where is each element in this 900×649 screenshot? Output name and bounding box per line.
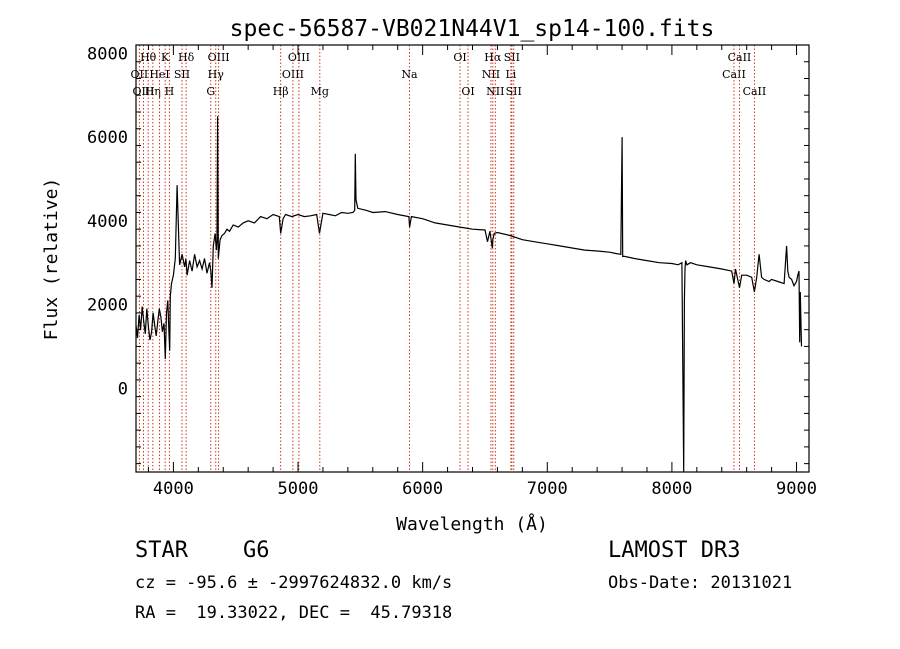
spectral-line-label: SII — [174, 68, 190, 81]
x-tick-label: 5000 — [278, 479, 319, 499]
spectral-line-label: Hδ — [178, 51, 195, 64]
spectral-line-label: NII — [486, 85, 504, 98]
spectral-line-label: SII — [506, 85, 522, 98]
spectral-line-label: NII — [482, 68, 500, 81]
y-tick-label: 8000 — [87, 44, 128, 64]
redshift-velocity: cz = -95.6 ± -2997624832.0 km/s — [135, 573, 453, 593]
object-subclass: G6 — [243, 538, 270, 563]
y-tick-label: 2000 — [87, 296, 128, 316]
spectral-line-label: Hα — [484, 51, 502, 64]
spectral-line-label: OIII — [208, 51, 230, 64]
spectral-line-label: H — [165, 85, 175, 98]
spectral-line-label: SII — [504, 51, 520, 64]
spectral-line-label: Hβ — [273, 85, 289, 98]
plot-axes: 4000 5000 6000 7000 8000 9000 0 2000 4000 6000 800… — [87, 44, 817, 499]
spectral-line-label: G — [206, 85, 215, 98]
spectral-line-label: OIII — [282, 68, 304, 81]
spectral-line-label: Hγ — [208, 68, 225, 81]
object-class: STAR — [135, 538, 188, 563]
y-tick-label: 4000 — [87, 212, 128, 232]
sky-coordinates: RA = 19.33022, DEC = 45.79318 — [135, 603, 453, 623]
chart-title: spec-56587-VB021N44V1_sp14-100.fits — [230, 16, 715, 42]
spectral-line-label: OI — [453, 51, 466, 64]
spectral-line-label: Li — [505, 68, 516, 81]
spectral-line-label: OI — [461, 85, 474, 98]
spectral-line-label: CaII — [728, 51, 752, 64]
x-tick-label: 7000 — [527, 479, 568, 499]
x-axis-label: Wavelength (Å) — [396, 513, 548, 535]
spectral-line-label: HeI — [149, 68, 169, 81]
spectrum-series-line — [135, 116, 803, 473]
spectral-line-label: Hη — [145, 85, 161, 98]
x-tick-label: 9000 — [776, 479, 817, 499]
y-tick-label: 0 — [118, 379, 128, 399]
spectral-line-label: Mg — [311, 85, 329, 98]
spectral-line-label: OIII — [288, 51, 310, 64]
plot-frame — [135, 44, 810, 473]
observation-date: Obs-Date: 20131021 — [608, 573, 793, 593]
spectral-line-markers: OIIOIIIHθHηHeIKHSIIHδGHγOIIIHβOIIIOIIIMg… — [131, 45, 767, 472]
spectral-line-label: CaII — [743, 85, 767, 98]
spectral-line-label: K — [161, 51, 170, 64]
y-tick-label: 6000 — [87, 128, 128, 148]
x-tick-label: 4000 — [153, 479, 194, 499]
spectral-line-label: Na — [401, 68, 418, 81]
survey-name: LAMOST DR3 — [608, 538, 741, 563]
x-tick-label: 8000 — [651, 479, 692, 499]
spectral-line-label: Hθ — [140, 51, 157, 64]
x-tick-label: 6000 — [402, 479, 443, 499]
y-axis-label: Flux (relative) — [41, 178, 62, 341]
spectral-line-label: CaII — [722, 68, 746, 81]
spectral-line-label: OII — [131, 68, 149, 81]
